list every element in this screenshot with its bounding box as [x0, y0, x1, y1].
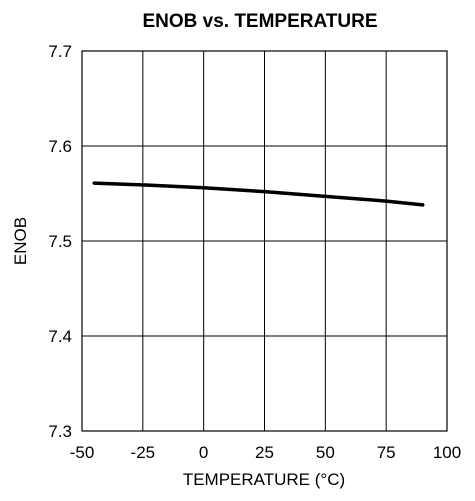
x-tick-label: 75 [377, 443, 396, 462]
y-tick-label: 7.3 [48, 422, 72, 441]
chart-title: ENOB vs. TEMPERATURE [142, 11, 377, 32]
x-tick-label: 50 [316, 443, 335, 462]
x-tick-label: 25 [255, 443, 274, 462]
grid-lines [82, 51, 447, 431]
y-tick-label: 7.7 [48, 42, 72, 61]
enob-series-line [92, 181, 425, 207]
x-tick-label: -50 [70, 443, 95, 462]
x-tick-label: 0 [199, 443, 208, 462]
x-tick-label: -25 [131, 443, 156, 462]
x-tick-labels: -50 -25 0 25 50 75 100 [70, 443, 461, 462]
series-layer [92, 181, 425, 207]
x-tick-label: 100 [433, 443, 461, 462]
y-tick-label: 7.5 [48, 232, 72, 251]
x-axis-label: TEMPERATURE (°C) [183, 470, 345, 489]
y-axis-label: ENOB [11, 217, 30, 265]
plot-area-frame [81, 50, 448, 432]
y-tick-label: 7.6 [48, 137, 72, 156]
y-tick-labels: 7.3 7.4 7.5 7.6 7.7 [48, 42, 72, 441]
y-tick-label: 7.4 [48, 327, 72, 346]
